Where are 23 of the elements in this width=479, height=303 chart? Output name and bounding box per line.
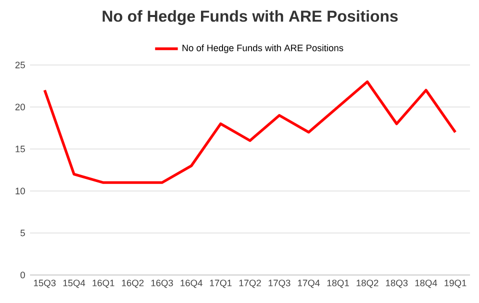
y-tick-label: 10 <box>16 188 25 194</box>
chart-title: No of Hedge Funds with ARE Positions <box>102 10 398 26</box>
y-tick-label: 15 <box>16 146 25 152</box>
x-tick-label: 19Q1 <box>444 280 466 288</box>
x-tick-label: 15Q3 <box>34 280 56 288</box>
x-tick-label: 18Q1 <box>327 280 349 288</box>
y-tick-label: 20 <box>15 104 25 110</box>
x-tick-label: 17Q2 <box>239 280 261 288</box>
x-tick-label: 17Q3 <box>268 280 290 288</box>
x-tick-label: 15Q4 <box>63 280 86 288</box>
x-tick-label: 16Q4 <box>180 280 202 288</box>
y-tick-label: 0 <box>20 272 25 278</box>
x-tick-label: 18Q4 <box>415 280 438 288</box>
x-tick-label: 16Q3 <box>151 280 173 288</box>
x-tick-label: 17Q1 <box>210 280 232 288</box>
x-tick-label: 18Q3 <box>386 280 408 288</box>
legend-label: No of Hedge Funds with ARE Positions <box>182 44 344 54</box>
y-tick-label: 25 <box>15 62 25 68</box>
y-tick-label: 5 <box>20 230 25 236</box>
x-tick-label: 18Q2 <box>356 280 378 288</box>
x-tick-label: 17Q4 <box>298 280 320 288</box>
x-tick-label: 16Q1 <box>92 280 114 288</box>
x-tick-label: 16Q2 <box>122 280 144 288</box>
